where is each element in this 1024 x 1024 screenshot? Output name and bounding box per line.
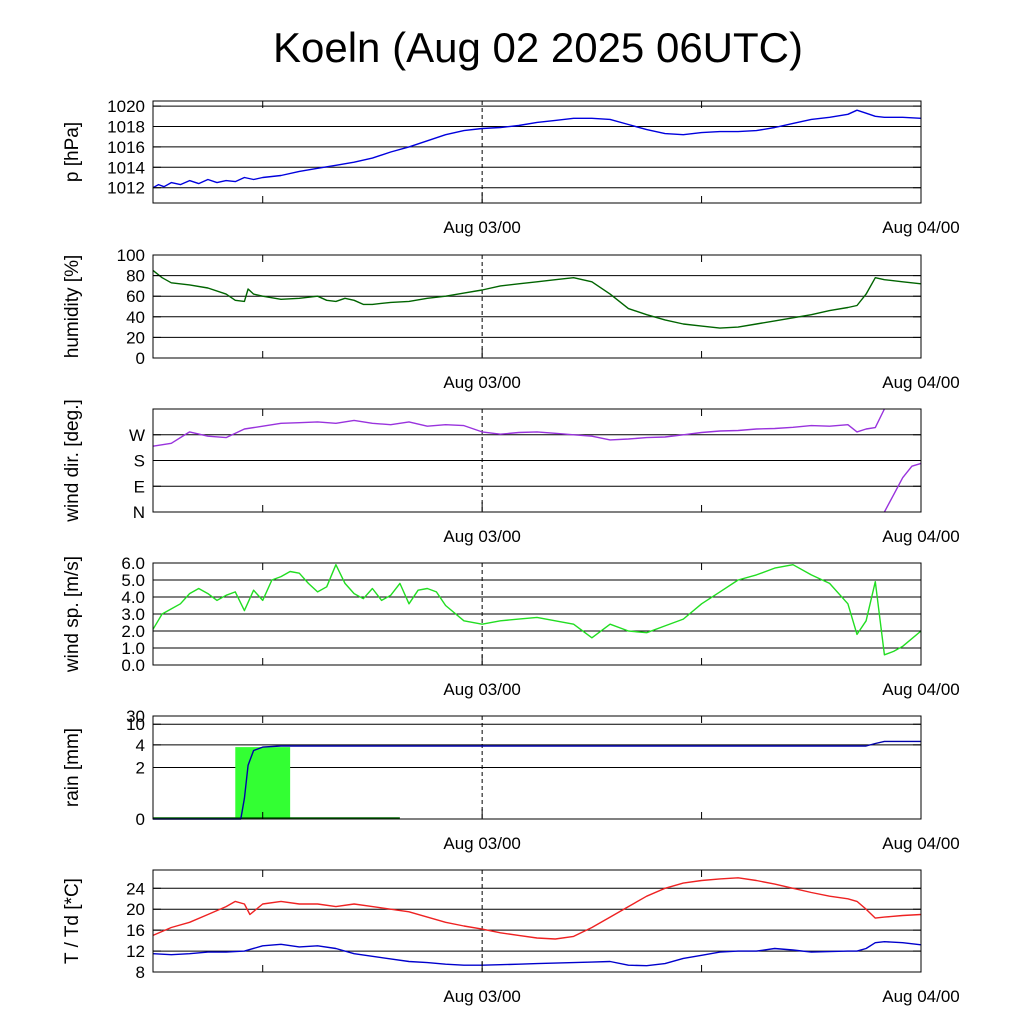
y-axis-label: T / Td [*C] bbox=[62, 878, 83, 964]
y-tick-label: 100 bbox=[117, 246, 145, 265]
y-tick-label: 1012 bbox=[107, 179, 145, 198]
x-tick-label: Aug 04/00 bbox=[882, 834, 960, 853]
panel-frame bbox=[152, 254, 922, 359]
y-axis-label: wind sp. [m/s] bbox=[62, 556, 83, 673]
y-tick-label: 3.0 bbox=[121, 605, 145, 624]
y-tick-label: E bbox=[134, 477, 145, 496]
y-tick-label: 5.0 bbox=[121, 571, 145, 590]
x-tick-label: Aug 03/00 bbox=[443, 680, 521, 699]
x-tick-label: Aug 04/00 bbox=[882, 373, 960, 392]
y-tick-label: 2.0 bbox=[121, 622, 145, 641]
y-tick-label: 40 bbox=[126, 308, 145, 327]
wind-direction-series-1 bbox=[883, 462, 922, 513]
y-tick-label: S bbox=[134, 452, 145, 471]
x-tick-label: Aug 04/00 bbox=[882, 218, 960, 237]
y-tick-label: 60 bbox=[126, 287, 145, 306]
pressure-series-0 bbox=[152, 109, 922, 189]
temperature-and-dew-point-series-0 bbox=[152, 877, 922, 940]
y-tick-label: 0 bbox=[136, 810, 145, 829]
x-tick-label: Aug 03/00 bbox=[443, 527, 521, 546]
panel-frame bbox=[152, 869, 922, 973]
x-tick-label: Aug 04/00 bbox=[882, 680, 960, 699]
x-tick-label: Aug 04/00 bbox=[882, 527, 960, 546]
y-tick-label: 1.0 bbox=[121, 639, 145, 658]
y-tick-label: 20 bbox=[126, 328, 145, 347]
rain-bar bbox=[235, 747, 291, 819]
y-tick-label: 0.0 bbox=[121, 656, 145, 675]
panel-frame bbox=[152, 100, 922, 204]
y-tick-label: N bbox=[133, 503, 145, 522]
y-tick-label: 16 bbox=[126, 921, 145, 940]
y-tick-label: 30 bbox=[126, 707, 145, 726]
y-tick-label: 12 bbox=[126, 942, 145, 961]
humidity-series-0 bbox=[152, 269, 922, 329]
rain-series-0 bbox=[153, 740, 921, 820]
y-tick-label: 80 bbox=[126, 267, 145, 286]
chart-title: Koeln (Aug 02 2025 06UTC) bbox=[273, 24, 803, 71]
wind-direction-series-0 bbox=[152, 408, 886, 447]
y-tick-label: 1014 bbox=[107, 158, 145, 177]
y-tick-label: 1020 bbox=[107, 97, 145, 116]
y-axis-label: p [hPa] bbox=[62, 122, 83, 182]
y-tick-label: 6.0 bbox=[121, 554, 145, 573]
y-tick-label: 10 bbox=[126, 715, 145, 734]
y-tick-label: 2 bbox=[136, 759, 145, 778]
y-tick-label: 20 bbox=[126, 900, 145, 919]
x-tick-label: Aug 04/00 bbox=[882, 987, 960, 1006]
x-tick-label: Aug 03/00 bbox=[443, 834, 521, 853]
x-tick-label: Aug 03/00 bbox=[443, 218, 521, 237]
y-tick-label: 4.0 bbox=[121, 588, 145, 607]
y-tick-label: 1018 bbox=[107, 118, 145, 137]
y-axis-label: wind dir. [deg.] bbox=[62, 399, 83, 523]
y-axis-label: humidity [%] bbox=[62, 255, 83, 358]
y-tick-label: W bbox=[129, 426, 145, 445]
y-tick-label: 0 bbox=[136, 349, 145, 368]
y-tick-label: 4 bbox=[136, 736, 145, 755]
wind-speed-series-0 bbox=[152, 564, 922, 656]
y-tick-label: 24 bbox=[126, 879, 145, 898]
x-tick-label: Aug 03/00 bbox=[443, 987, 521, 1006]
y-axis-label: rain [mm] bbox=[62, 728, 83, 807]
y-tick-label: 8 bbox=[136, 963, 145, 982]
x-tick-label: Aug 03/00 bbox=[443, 373, 521, 392]
y-tick-label: 1016 bbox=[107, 138, 145, 157]
temperature-and-dew-point-series-1 bbox=[152, 941, 922, 967]
